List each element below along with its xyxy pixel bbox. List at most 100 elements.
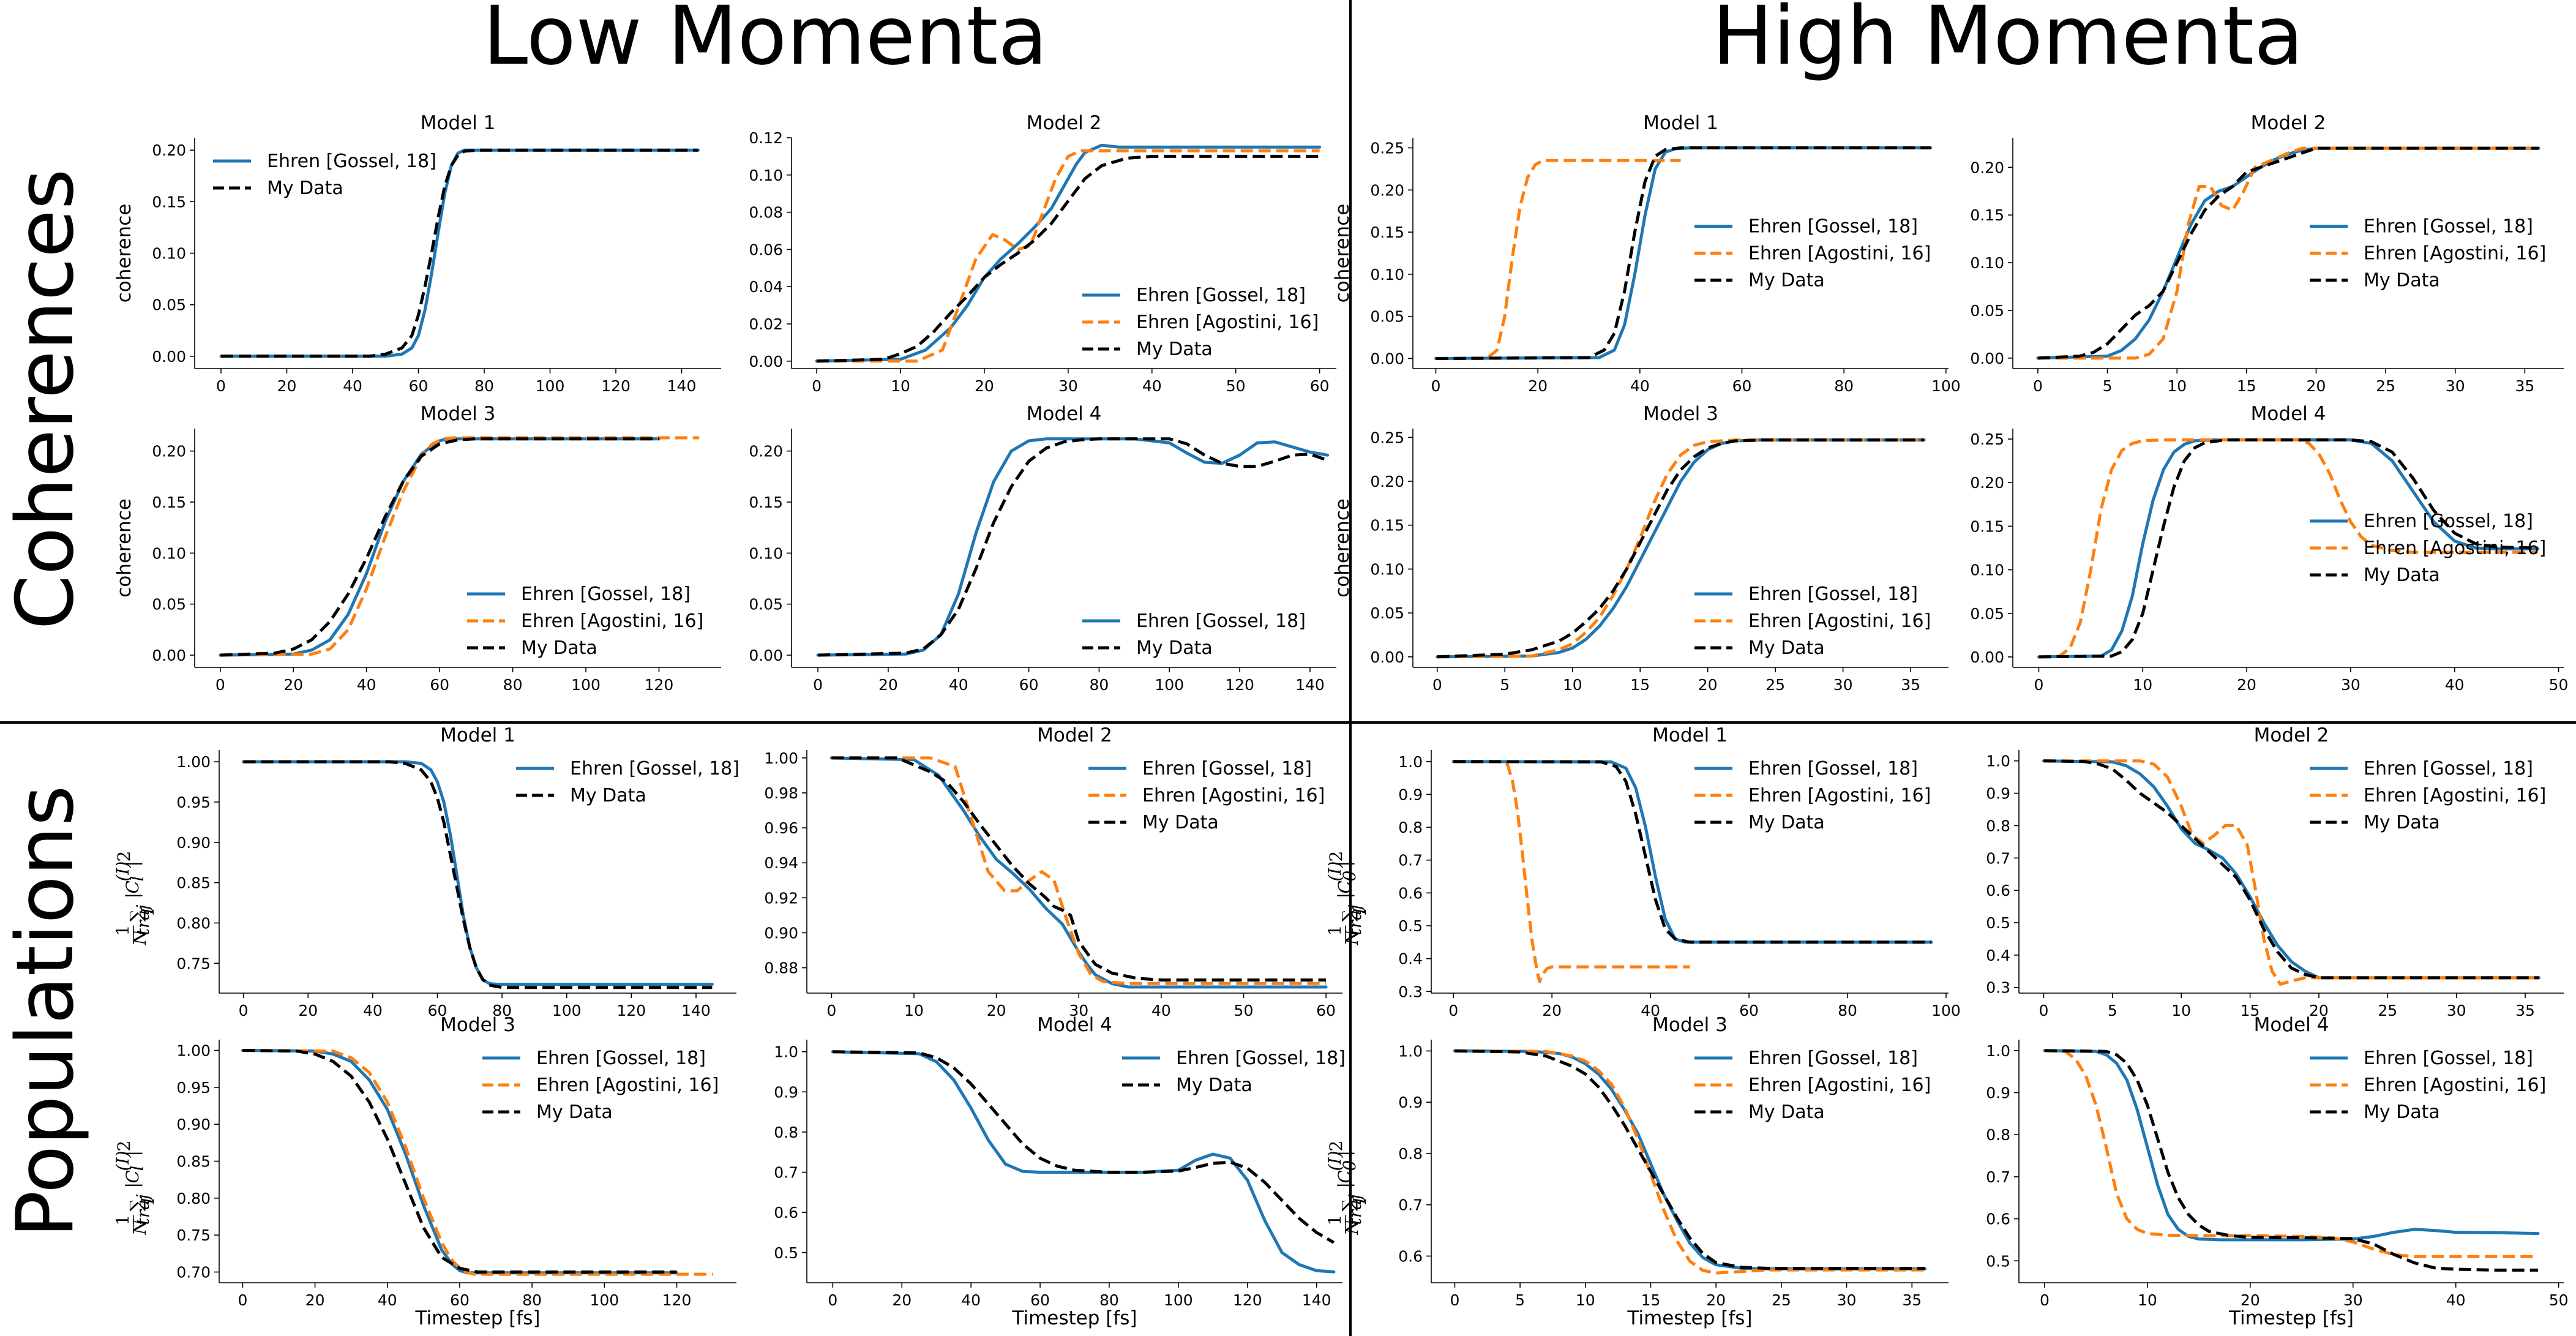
y-tick-label: 0.90: [176, 1116, 211, 1133]
y-tick-label: 0.5: [1986, 914, 2010, 932]
x-tick-label: 100: [1164, 1291, 1193, 1309]
x-tick-label: 60: [1019, 676, 1039, 694]
x-tick-label: 15: [1641, 1291, 1661, 1309]
panel-title: Model 3: [440, 1014, 515, 1036]
x-tick-label: 100: [590, 1291, 619, 1309]
series-line-ehren-agostini-16: [220, 436, 700, 657]
series-line-ehren-gossel-18: [831, 1050, 1336, 1274]
y-tick-label: 0.02: [749, 315, 783, 333]
y-tick-label: 0.08: [749, 204, 783, 222]
x-tick-label: 60: [1739, 1002, 1759, 1019]
legend-label: My Data: [1748, 270, 1825, 291]
series-line-my-data: [818, 437, 1328, 657]
panel-title: Model 2: [1027, 112, 1102, 134]
y-tick-label: 0.7: [774, 1164, 798, 1182]
panel-coh-low-4: 0 20 40 60 80 100 120 140 0.00 0.05 0.10 0.15 0.20 Mo…: [749, 403, 1336, 694]
y-tick-label: 0.6: [774, 1204, 798, 1222]
legend-label: Ehren [Gossel, 18]: [1748, 758, 1918, 779]
x-tick-label: 50: [1226, 377, 1246, 395]
x-tick-label: 30: [2341, 676, 2361, 694]
legend-label: Ehren [Agostini, 16]: [1748, 610, 1931, 632]
y-tick-label: 0.3: [1986, 979, 2010, 997]
y-tick-label: 0.05: [1970, 302, 2004, 320]
y-tick-label: 0.5: [1398, 917, 1423, 935]
x-tick-label: 40: [1151, 1002, 1171, 1019]
legend-label: Ehren [Gossel, 18]: [1176, 1048, 1346, 1069]
x-tick-label: 40: [949, 676, 968, 694]
y-tick-label: 0.05: [1370, 604, 1404, 622]
x-tick-label: 50: [2549, 676, 2569, 694]
x-tick-label: 0: [2040, 1291, 2050, 1309]
series-line-my-data: [1437, 438, 1925, 659]
legend: Ehren [Gossel, 18] Ehren [Agostini, 16] My…: [1088, 758, 1325, 833]
formula-glyph: |: [122, 893, 143, 898]
legend: Ehren [Gossel, 18] My Data: [213, 151, 436, 199]
legend-label: Ehren [Gossel, 18]: [536, 1048, 706, 1069]
x-tick-label: 40: [2446, 1291, 2466, 1309]
y-tick-label: 0.85: [176, 1153, 211, 1171]
y-tick-label: 0.7: [1398, 852, 1423, 869]
legend: Ehren [Gossel, 18] Ehren [Agostini, 16] My…: [467, 584, 703, 659]
formula-glyph: |: [122, 1182, 143, 1188]
series-line-ehren-agostini-16: [1455, 1049, 1925, 1275]
y-tick-label: 0.20: [152, 443, 186, 460]
x-tick-label: 20: [878, 676, 898, 694]
x-axis-label: Timestep [fs]: [2228, 1307, 2354, 1329]
legend: Ehren [Gossel, 18] Ehren [Agostini, 16] My…: [1694, 758, 1931, 833]
series-line-ehren-gossel-18: [2043, 1049, 2540, 1242]
x-tick-label: 140: [667, 377, 697, 395]
formula-glyph: 1: [1325, 1215, 1345, 1226]
y-tick-label: 1.00: [176, 753, 211, 771]
x-tick-label: 20: [1706, 1291, 1726, 1309]
x-tick-label: 100: [1155, 676, 1184, 694]
y-tick-label: 0.9: [1986, 785, 2010, 803]
x-tick-label: 40: [363, 1002, 383, 1019]
panel-title: Model 4: [2251, 403, 2326, 425]
y-tick-label: 0.98: [764, 784, 798, 802]
x-tick-label: 80: [1099, 1291, 1119, 1309]
x-tick-label: 10: [2138, 1291, 2157, 1309]
x-tick-label: 40: [343, 377, 362, 395]
x-tick-label: 80: [503, 676, 523, 694]
x-tick-label: 30: [1837, 1291, 1857, 1309]
y-tick-label: 0.06: [749, 241, 783, 258]
x-tick-label: 0: [1450, 1291, 1459, 1309]
panel-coh-high-2: 0 5 10 15 20 25 30 35 0.00 0.05 0.10 0.15 0.20 Model …: [1970, 112, 2564, 395]
x-tick-label: 100: [571, 676, 601, 694]
x-tick-label: 40: [961, 1291, 981, 1309]
x-tick-label: 0: [826, 1002, 836, 1019]
legend: Ehren [Gossel, 18] Ehren [Agostini, 16] My…: [2310, 758, 2546, 833]
x-tick-label: 60: [428, 1002, 447, 1019]
formula-glyph: (I): [1325, 861, 1345, 882]
y-tick-label: 0.6: [1986, 1210, 2010, 1228]
y-tick-label: 0.8: [774, 1124, 798, 1141]
y-tick-label: 0.15: [1370, 517, 1404, 535]
y-tick-label: 0.00: [749, 353, 783, 370]
y-tick-label: 1.0: [1986, 752, 2010, 770]
x-axis-label: Timestep [fs]: [1627, 1307, 1752, 1329]
series-line-my-data: [242, 1049, 677, 1274]
legend-label: Ehren [Gossel, 18]: [1136, 610, 1306, 632]
formula-glyph: 1: [1325, 925, 1345, 936]
x-tick-label: 80: [522, 1291, 542, 1309]
x-tick-label: 15: [1630, 676, 1650, 694]
series-line-ehren-agostini-16: [2043, 759, 2539, 986]
y-tick-label: 0.8: [1398, 1145, 1423, 1163]
legend-label: My Data: [2364, 812, 2440, 833]
x-tick-label: 40: [1641, 1002, 1660, 1019]
legend-label: My Data: [2364, 1101, 2440, 1123]
y-tick-label: 0.20: [1370, 473, 1404, 490]
formula-glyph: 1: [113, 925, 133, 936]
x-tick-label: 0: [216, 377, 226, 395]
row-title-coherences: Coherences: [0, 168, 91, 629]
series-line-ehren-agostini-16: [2044, 1049, 2538, 1258]
y-tick-label: 0.25: [1370, 140, 1404, 157]
y-tick-label: 0.10: [152, 245, 186, 263]
x-tick-label: 20: [1528, 377, 1548, 395]
y-tick-label: 0.96: [764, 819, 798, 837]
y-tick-label: 0.4: [1398, 950, 1423, 968]
y-tick-label: 1.00: [764, 749, 798, 767]
panel-pop-high-1: 0 20 40 60 80 1000.30.40.50.60.70.80.91.0Mode…: [1325, 724, 1961, 1019]
legend-label: My Data: [570, 785, 646, 806]
